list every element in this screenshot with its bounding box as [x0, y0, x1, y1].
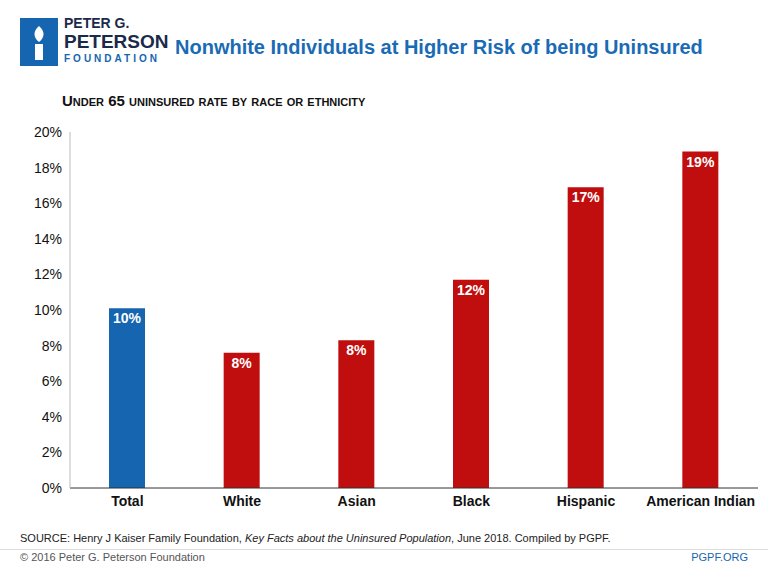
html-text:FOUNDATION: FOUNDATION	[64, 53, 160, 64]
svg-text:12%: 12%	[457, 282, 486, 298]
svg-text:17%: 17%	[572, 189, 601, 205]
svg-text:19%: 19%	[686, 154, 715, 170]
svg-text:20%: 20%	[34, 124, 62, 140]
html-text:PGPF.ORG: PGPF.ORG	[691, 551, 748, 563]
svg-text:8%: 8%	[232, 355, 253, 371]
svg-text:Black: Black	[453, 493, 491, 509]
html-text:SOURCE: Henry J Kaiser Family: SOURCE: Henry J Kaiser Family Foundation…	[20, 532, 611, 544]
html-text:Nonwhite Individuals at Higher: Nonwhite Individuals at Higher Risk of b…	[175, 36, 703, 58]
svg-text:Hispanic: Hispanic	[557, 493, 616, 509]
html-text:Under 65 uninsured rate by rac: Under 65 uninsured rate by race or ethni…	[62, 92, 366, 109]
svg-text:12%: 12%	[34, 266, 62, 282]
svg-text:10%: 10%	[34, 302, 62, 318]
svg-text:White: White	[223, 493, 261, 509]
svg-text:American Indian: American Indian	[646, 493, 755, 509]
html-text:PETERSON: PETERSON	[64, 31, 169, 52]
svg-text:6%: 6%	[42, 373, 62, 389]
svg-text:18%: 18%	[34, 160, 62, 176]
svg-text:2%: 2%	[42, 444, 62, 460]
svg-text:Total: Total	[111, 493, 143, 509]
html-text:PETER G.: PETER G.	[64, 15, 130, 31]
svg-text:8%: 8%	[346, 342, 367, 358]
svg-text:0%: 0%	[42, 480, 62, 496]
html-text:© 2016 Peter G. Peterson Found: © 2016 Peter G. Peterson Foundation	[20, 551, 205, 563]
svg-text:14%: 14%	[34, 231, 62, 247]
svg-text:16%: 16%	[34, 195, 62, 211]
svg-text:8%: 8%	[42, 338, 62, 354]
svg-text:10%: 10%	[113, 310, 142, 326]
svg-text:4%: 4%	[42, 409, 62, 425]
svg-text:Asian: Asian	[338, 493, 376, 509]
